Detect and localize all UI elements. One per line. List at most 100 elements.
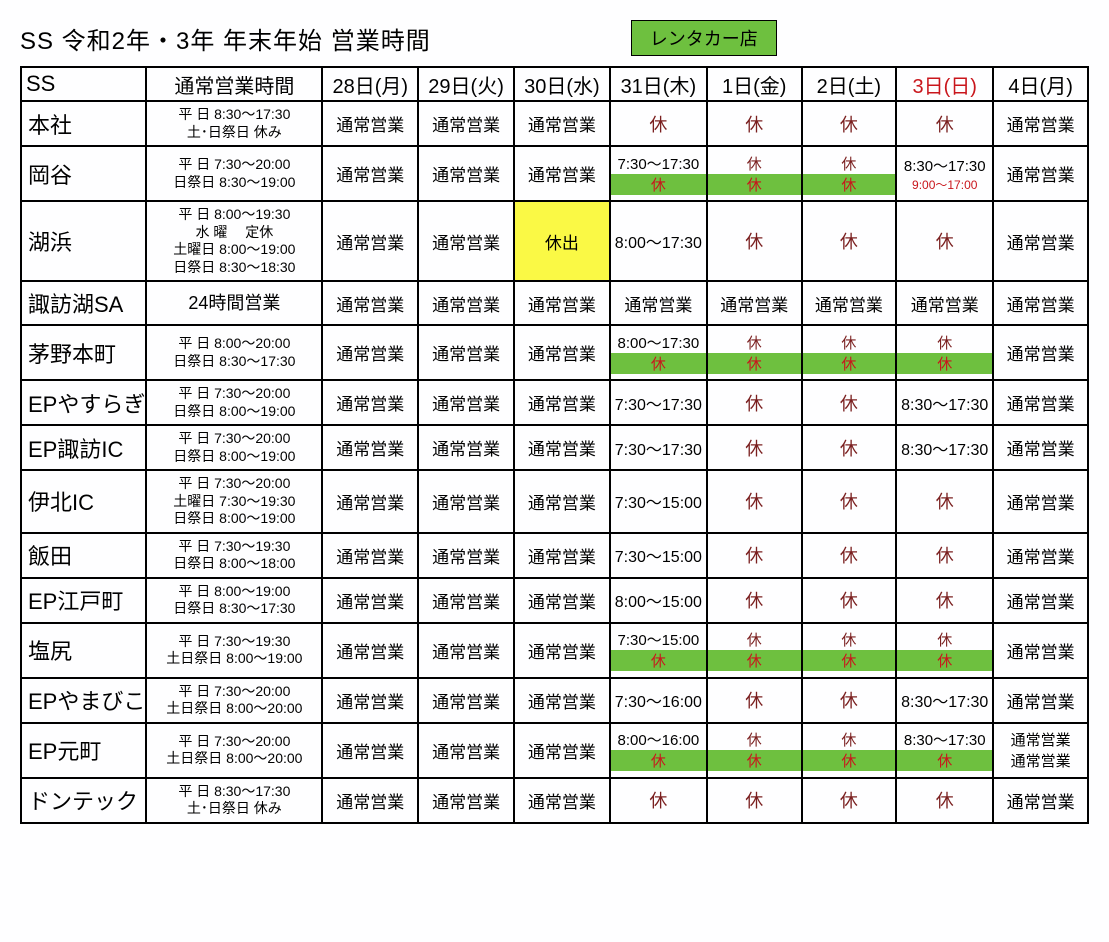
schedule-table: SS 通常営業時間 28日(月) 29日(火) 30日(水) 31日(木) 1日… <box>20 66 1089 824</box>
cell-d30: 通常営業 <box>514 380 610 425</box>
row-epyamabiko: EPやまびこ 平 日 7:30～20:00土日祭日 8:00～20:00 通常営… <box>21 678 1088 723</box>
cell-d30: 通常営業 <box>514 533 610 578</box>
cell-d02: 休 <box>802 380 897 425</box>
normal-hours: 平 日 7:30～20:00日祭日 8:00～19:00 <box>146 425 322 470</box>
row-iida: 飯田 平 日 7:30～19:30日祭日 8:00～18:00 通常営業 通常営… <box>21 533 1088 578</box>
cell-d02: 休 <box>802 778 897 823</box>
row-ihoku: 伊北IC 平 日 7:30～20:00土曜日 7:30～19:30日祭日 8:0… <box>21 470 1088 533</box>
cell-d03: 8:30～17:30 9:00～17:00 <box>896 146 993 201</box>
cell-d03: 休 <box>896 470 993 533</box>
cell-d01: 休 休 <box>707 723 802 778</box>
cell-d29: 通常営業 <box>418 146 514 201</box>
header-d02: 2日(土) <box>802 67 897 101</box>
cell-d28: 通常営業 <box>322 201 418 281</box>
normal-hours: 平 日 7:30～20:00日祭日 8:00～19:00 <box>146 380 322 425</box>
cell-d29: 通常営業 <box>418 425 514 470</box>
cell-d04: 通常営業 <box>993 778 1088 823</box>
station-name: 茅野本町 <box>21 325 146 380</box>
cell-d31: 休 <box>610 778 707 823</box>
station-name: EPやすらぎ <box>21 380 146 425</box>
cell-d02: 休 <box>802 470 897 533</box>
cell-d01: 休 休 <box>707 325 802 380</box>
header-d29: 29日(火) <box>418 67 514 101</box>
cell-d28: 通常営業 <box>322 533 418 578</box>
cell-d28: 通常営業 <box>322 325 418 380</box>
cell-d03: 休 <box>896 201 993 281</box>
cell-d04: 通常営業 <box>993 380 1088 425</box>
cell-d04: 通常営業 <box>993 425 1088 470</box>
cell-d02: 休 <box>802 201 897 281</box>
cell-d02: 休 <box>802 533 897 578</box>
row-honsha: 本社 平 日 8:30～17:30土･日祭日 休み 通常営業 通常営業 通常営業… <box>21 101 1088 146</box>
header-d31: 31日(木) <box>610 67 707 101</box>
row-suwako: 諏訪湖SA 24時間営業 通常営業 通常営業 通常営業 通常営業 通常営業 通常… <box>21 281 1088 325</box>
station-name: 湖浜 <box>21 201 146 281</box>
cell-d31: 7:30～17:30 <box>610 380 707 425</box>
row-shiojiri: 塩尻 平 日 7:30～19:30土日祭日 8:00～19:00 通常営業 通常… <box>21 623 1088 678</box>
cell-d02: 通常営業 <box>802 281 897 325</box>
cell-d03: 休 <box>896 101 993 146</box>
normal-hours: 平 日 7:30～20:00日祭日 8:30～19:00 <box>146 146 322 201</box>
cell-d03: 休 休 <box>896 325 993 380</box>
cell-d04: 通常営業 <box>993 678 1088 723</box>
header-row: SS 通常営業時間 28日(月) 29日(火) 30日(水) 31日(木) 1日… <box>21 67 1088 101</box>
cell-d01: 休 <box>707 201 802 281</box>
cell-d01: 休 <box>707 380 802 425</box>
cell-d02: 休 <box>802 578 897 623</box>
station-name: 塩尻 <box>21 623 146 678</box>
header-d03: 3日(日) <box>896 67 993 101</box>
cell-d01: 休 休 <box>707 623 802 678</box>
row-kohama: 湖浜 平 日 8:00～19:30水 曜 定休 土曜日 8:00～19:00日祭… <box>21 201 1088 281</box>
cell-d28: 通常営業 <box>322 146 418 201</box>
station-name: 諏訪湖SA <box>21 281 146 325</box>
row-okaya: 岡谷 平 日 7:30～20:00日祭日 8:30～19:00 通常営業 通常営… <box>21 146 1088 201</box>
cell-d02: 休 休 <box>802 325 897 380</box>
cell-d29: 通常営業 <box>418 101 514 146</box>
cell-d31: 7:30～16:00 <box>610 678 707 723</box>
row-dontec: ドンテック 平 日 8:30～17:30土･日祭日 休み 通常営業 通常営業 通… <box>21 778 1088 823</box>
header-d01: 1日(金) <box>707 67 802 101</box>
normal-hours: 平 日 7:30～20:00土日祭日 8:00～20:00 <box>146 723 322 778</box>
row-epsuwa: EP諏訪IC 平 日 7:30～20:00日祭日 8:00～19:00 通常営業… <box>21 425 1088 470</box>
cell-d30: 通常営業 <box>514 325 610 380</box>
cell-d28: 通常営業 <box>322 623 418 678</box>
cell-d31: 7:30～15:00 <box>610 470 707 533</box>
cell-d03: 通常営業 <box>896 281 993 325</box>
cell-d30: 通常営業 <box>514 778 610 823</box>
cell-d29: 通常営業 <box>418 201 514 281</box>
page-title: SS 令和2年・3年 年末年始 営業時間 <box>20 21 431 56</box>
row-epedo: EP江戸町 平 日 8:00～19:00日祭日 8:30～17:30 通常営業 … <box>21 578 1088 623</box>
normal-hours: 平 日 8:00～19:00日祭日 8:30～17:30 <box>146 578 322 623</box>
row-epmotomachi: EP元町 平 日 7:30～20:00土日祭日 8:00～20:00 通常営業 … <box>21 723 1088 778</box>
cell-d29: 通常営業 <box>418 281 514 325</box>
normal-hours: 平 日 8:00～20:00日祭日 8:30～17:30 <box>146 325 322 380</box>
station-name: EPやまびこ <box>21 678 146 723</box>
cell-d30: 通常営業 <box>514 425 610 470</box>
cell-d29: 通常営業 <box>418 578 514 623</box>
cell-d29: 通常営業 <box>418 723 514 778</box>
cell-d30: 通常営業 <box>514 578 610 623</box>
cell-d01: 休 <box>707 778 802 823</box>
cell-d30: 通常営業 <box>514 623 610 678</box>
header-ss: SS <box>21 67 146 101</box>
cell-d28: 通常営業 <box>322 723 418 778</box>
cell-d02: 休 <box>802 678 897 723</box>
cell-d04: 通常営業 <box>993 470 1088 533</box>
cell-d30: 通常営業 <box>514 281 610 325</box>
cell-d02: 休 <box>802 101 897 146</box>
station-name: EP江戸町 <box>21 578 146 623</box>
cell-d30: 休出 <box>514 201 610 281</box>
row-chino: 茅野本町 平 日 8:00～20:00日祭日 8:30～17:30 通常営業 通… <box>21 325 1088 380</box>
cell-d28: 通常営業 <box>322 578 418 623</box>
cell-d04: 通常営業 <box>993 578 1088 623</box>
normal-hours: 平 日 8:00～19:30水 曜 定休 土曜日 8:00～19:00日祭日 8… <box>146 201 322 281</box>
cell-d01: 休 <box>707 533 802 578</box>
cell-d02: 休 休 <box>802 146 897 201</box>
cell-d31: 休 <box>610 101 707 146</box>
cell-d28: 通常営業 <box>322 678 418 723</box>
station-name: 飯田 <box>21 533 146 578</box>
normal-hours: 24時間営業 <box>146 281 322 325</box>
cell-d30: 通常営業 <box>514 678 610 723</box>
cell-d01: 休 <box>707 101 802 146</box>
cell-d01: 休 <box>707 678 802 723</box>
